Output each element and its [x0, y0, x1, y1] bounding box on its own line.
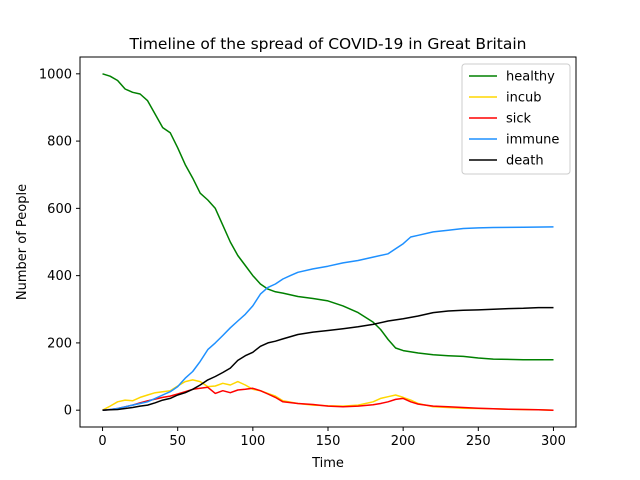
legend: healthy incub sick immune death — [461, 63, 571, 175]
x-tick-label: 150 — [316, 434, 341, 449]
y-tick-label: 200 — [47, 336, 72, 351]
chart-title: Timeline of the spread of COVID-19 in Gr… — [129, 35, 527, 53]
y-tick-label: 600 — [47, 202, 72, 217]
legend-label-sick: sick — [506, 112, 532, 127]
series-line-death — [102, 306, 554, 411]
x-axis-label: Time — [311, 456, 344, 471]
series-line-healthy — [102, 73, 554, 361]
y-tick-label: 800 — [47, 135, 72, 150]
legend-label-death: death — [506, 154, 544, 169]
plot-lines — [102, 73, 554, 411]
x-tick-label: 300 — [541, 434, 566, 449]
series-line-immune — [102, 226, 554, 411]
x-tick-label: 50 — [169, 434, 186, 449]
legend-label-incub: incub — [506, 91, 542, 106]
x-tick-label: 0 — [98, 434, 106, 449]
y-tick-label: 400 — [47, 269, 72, 284]
legend-box — [461, 63, 571, 175]
y-tick-label: 0 — [64, 404, 72, 419]
series-line-sick — [102, 386, 554, 411]
x-axis-ticks: 0 50 100 150 200 250 300 — [98, 427, 566, 449]
x-tick-label: 250 — [466, 434, 491, 449]
y-axis-ticks: 0 200 400 600 800 1000 — [39, 67, 80, 419]
y-tick-label: 1000 — [39, 67, 72, 82]
legend-label-immune: immune — [506, 133, 559, 148]
legend-label-healthy: healthy — [506, 70, 555, 85]
x-tick-label: 100 — [240, 434, 265, 449]
x-tick-label: 200 — [391, 434, 416, 449]
y-axis-label: Number of People — [15, 184, 30, 300]
